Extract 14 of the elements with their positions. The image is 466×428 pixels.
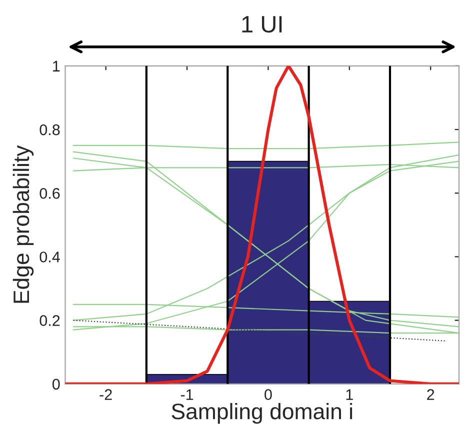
x-tick-label: 1 [346, 389, 353, 400]
x-tick-label: -1 [180, 389, 194, 400]
y-tick-label: 0.2 [40, 315, 60, 326]
x-tick-label: 2 [427, 389, 434, 400]
x-axis-title: Sampling domain i [172, 403, 352, 424]
y-tick-label: 0.4 [40, 252, 60, 262]
text: 1 UI [242, 16, 282, 33]
y-tick-label: 0 [52, 378, 60, 390]
x-tick-label: -2 [100, 389, 112, 400]
y-axis-title: Edge probability [12, 145, 34, 303]
y-tick-label: 0.6 [40, 188, 60, 199]
y-tick-label: 0.8 [40, 124, 60, 136]
y-tick-label: 1 [53, 60, 60, 72]
x-tick-label: 0 [264, 389, 272, 400]
